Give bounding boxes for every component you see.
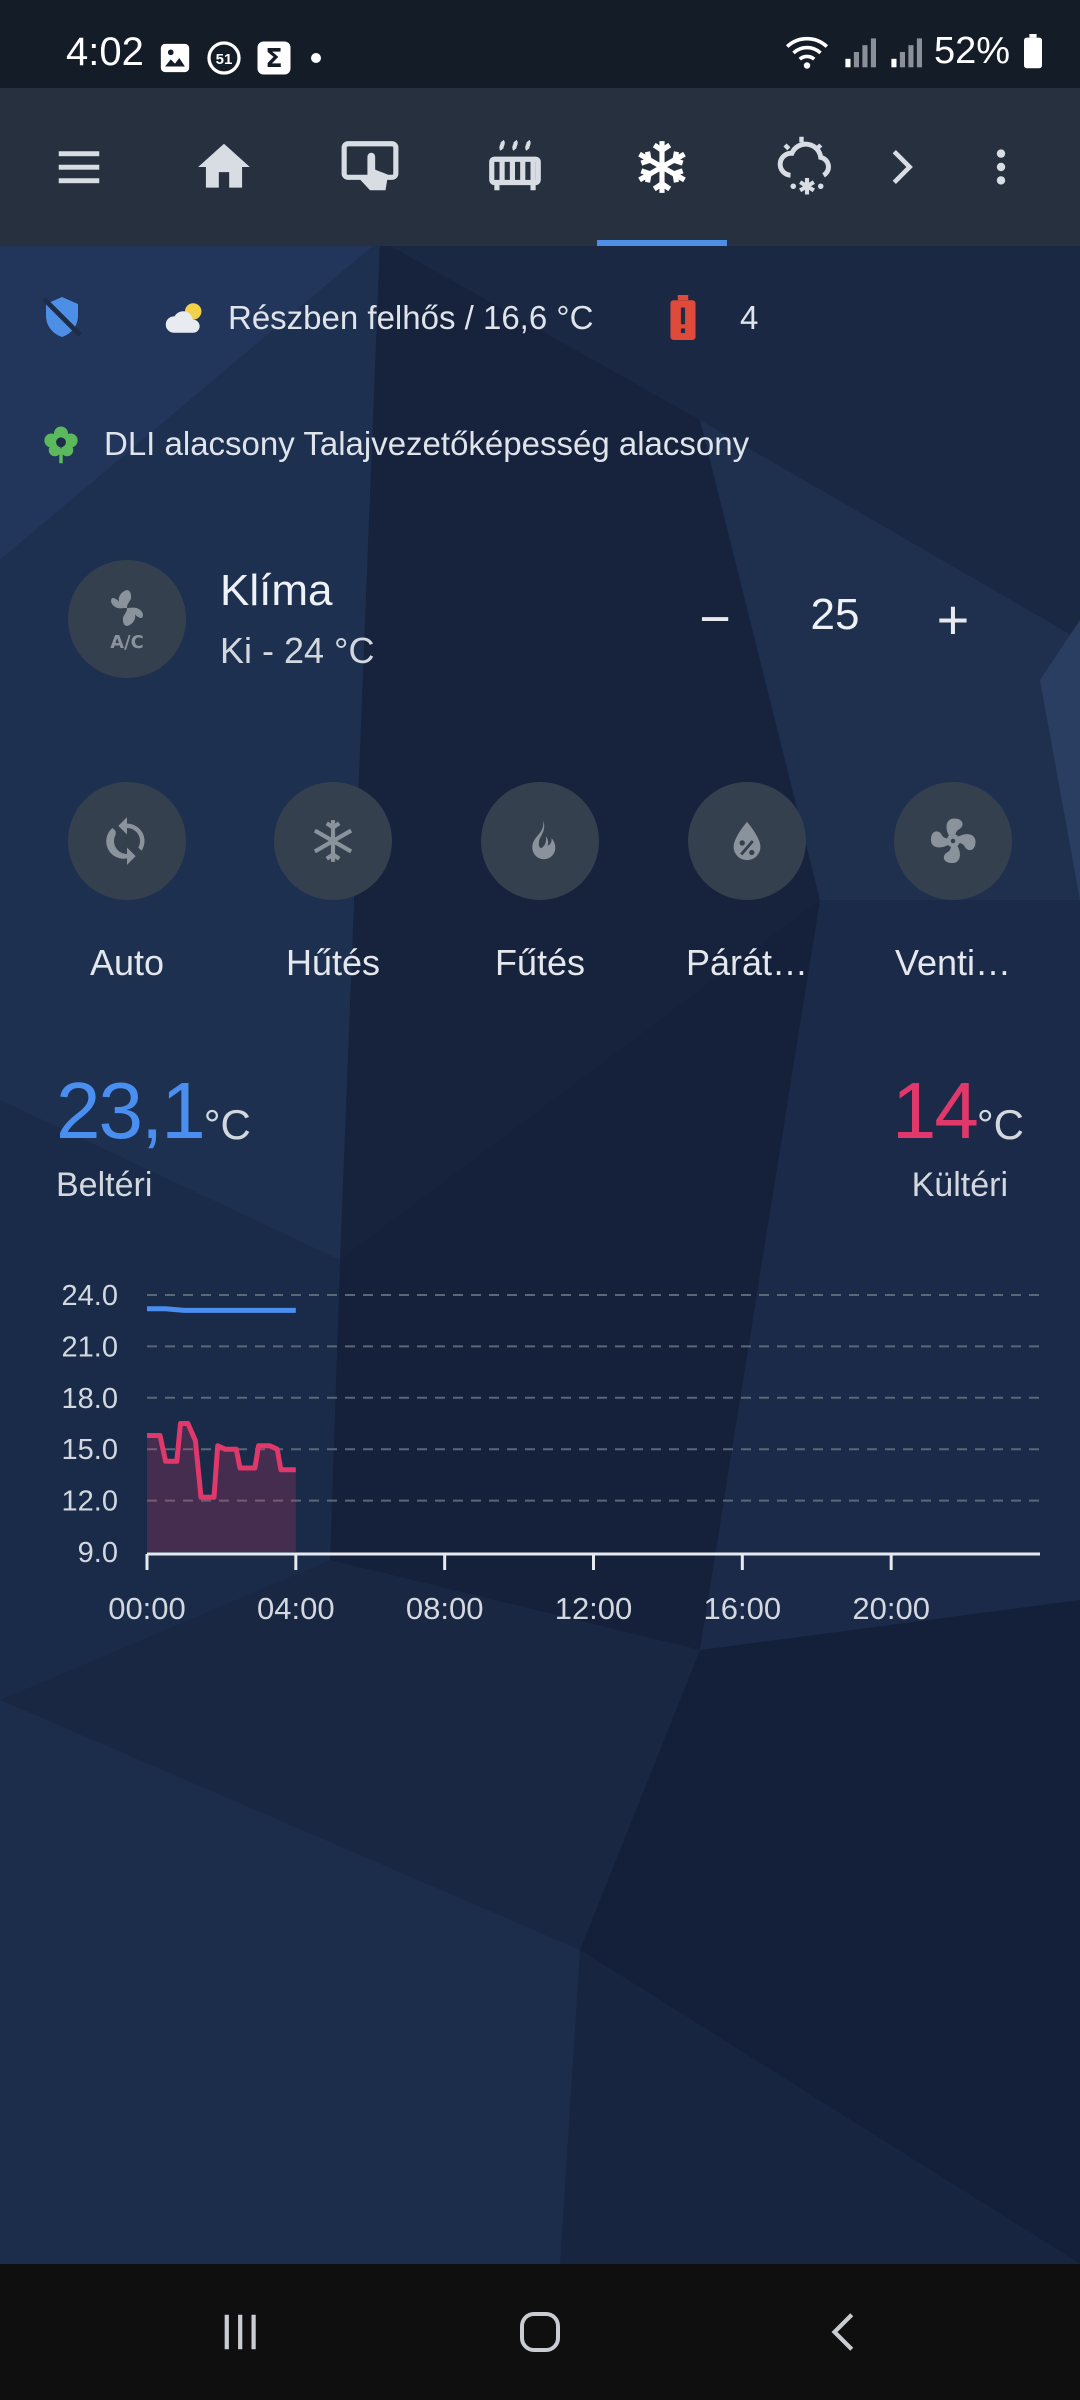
signal-1-icon <box>845 37 876 67</box>
mode-cool-button[interactable] <box>274 782 392 900</box>
more-vertical-icon <box>996 149 1006 185</box>
x-tick-label: 04:00 <box>257 1591 335 1626</box>
y-tick-label: 18.0 <box>62 1383 118 1415</box>
status-bar: 4:02 51 Σ 52% <box>0 0 1080 88</box>
tab-radiator[interactable] <box>450 88 580 246</box>
mode-heat-button[interactable] <box>481 782 599 900</box>
security-badge[interactable] <box>38 292 86 342</box>
x-tick-label: 12:00 <box>555 1591 633 1626</box>
weather-text: Részben felhős / 16,6 °C <box>228 299 594 336</box>
shield-off-icon <box>42 297 82 337</box>
top-navigation <box>0 88 1080 246</box>
mode-auto-button[interactable] <box>68 782 186 900</box>
flower-icon <box>44 426 78 464</box>
more-notifications-dot-icon <box>311 53 321 63</box>
outdoor-temperature-unit: °C <box>976 1101 1024 1148</box>
outdoor-temperature: 14 °C <box>892 1065 1024 1157</box>
tab-weather[interactable] <box>742 88 872 246</box>
home-square-icon <box>520 2312 560 2352</box>
indoor-label: Beltéri <box>56 1166 153 1204</box>
climate-entity-button[interactable]: A/C <box>68 560 186 678</box>
x-tick-label: 00:00 <box>108 1591 186 1626</box>
tabs-scroll-right-button[interactable] <box>856 88 946 246</box>
outdoor-label: Kültéri <box>911 1166 1008 1204</box>
mode-fan-button[interactable] <box>894 782 1012 900</box>
climate-status: Ki - 24 °C <box>220 630 375 671</box>
tab-touch-screen[interactable] <box>305 88 435 246</box>
indoor-temperature-value: 23,1 <box>56 1066 206 1155</box>
touch-screen-icon <box>341 141 399 191</box>
gallery-notification-icon <box>160 43 190 73</box>
counter-notification-icon: 51 <box>207 41 241 75</box>
autorenew-icon <box>106 817 145 865</box>
water-percent-icon <box>733 821 761 861</box>
increase-temperature-button[interactable]: + <box>936 587 970 651</box>
mode-heat-label: Fűtés <box>494 942 586 983</box>
svg-text:A/C: A/C <box>110 632 143 652</box>
tab-home[interactable] <box>159 88 289 246</box>
menu-button[interactable] <box>14 88 144 246</box>
svg-text:51: 51 <box>216 51 233 68</box>
weather-badge[interactable]: Részben felhős / 16,6 °C <box>162 292 593 344</box>
mode-fan-label: Venti… <box>894 942 1012 983</box>
snowflake-icon <box>313 820 353 862</box>
mode-dry-label: Párát… <box>685 942 809 983</box>
sigma-notification-icon: Σ <box>257 41 291 75</box>
back-nav-button[interactable] <box>806 2292 886 2372</box>
recent-apps-button[interactable] <box>200 2292 280 2372</box>
series-1-area <box>147 1423 296 1552</box>
mode-cool-label: Hűtés <box>285 942 381 983</box>
recent-apps-icon <box>224 2314 256 2350</box>
mode-dry-button[interactable] <box>688 782 806 900</box>
battery-percentage: 52% <box>933 30 1010 72</box>
home-nav-button[interactable] <box>500 2292 580 2372</box>
home-icon <box>198 143 250 188</box>
chevron-right-icon <box>892 150 913 184</box>
y-tick-label: 24.0 <box>62 1280 118 1312</box>
svg-text:Σ: Σ <box>265 44 282 74</box>
fire-icon <box>532 819 556 860</box>
decrease-temperature-button[interactable]: − <box>699 589 731 649</box>
plant-alert-text: DLI alacsony Talajvezetőképesség alacson… <box>104 425 750 462</box>
battery-icon <box>1024 33 1042 68</box>
status-time: 4:02 <box>66 30 144 74</box>
x-tick-label: 16:00 <box>704 1591 782 1626</box>
battery-alert-badge[interactable]: 4 <box>668 292 758 344</box>
outdoor-temperature-value: 14 <box>891 1066 979 1155</box>
wifi-icon <box>785 36 828 69</box>
indoor-temperature: 23,1 °C <box>56 1065 251 1157</box>
y-tick-label: 9.0 <box>78 1537 118 1569</box>
y-tick-label: 21.0 <box>62 1331 118 1363</box>
x-tick-label: 20:00 <box>852 1591 930 1626</box>
weather-snowy-icon <box>777 136 831 195</box>
overflow-menu-button[interactable] <box>956 88 1046 246</box>
climate-name: Klíma <box>220 566 333 615</box>
plant-alert-badge[interactable]: DLI alacsony Talajvezetőképesség alacson… <box>40 418 749 470</box>
radiator-icon <box>489 139 541 191</box>
system-navigation-bar <box>0 2264 1080 2400</box>
partly-cloudy-icon <box>165 303 202 333</box>
x-tick-label: 08:00 <box>406 1591 484 1626</box>
tab-climate[interactable] <box>597 88 727 246</box>
target-temperature: 25 <box>810 590 860 639</box>
air-conditioner-icon: A/C <box>110 590 144 652</box>
series-1-line <box>147 1421 296 1500</box>
mode-auto-label: Auto <box>89 942 165 983</box>
fan-icon <box>930 818 976 864</box>
y-tick-label: 15.0 <box>62 1434 118 1466</box>
snowflake-icon <box>638 141 686 193</box>
back-chevron-icon <box>831 2313 854 2351</box>
battery-alert-count: 4 <box>740 299 759 336</box>
temperature-history-chart[interactable]: 24.0 21.0 18.0 15.0 12.0 9.0 00:00 04:00 08:00 12… <box>0 1250 1080 1650</box>
indoor-temperature-unit: °C <box>203 1101 251 1148</box>
hamburger-menu-icon <box>58 151 100 184</box>
y-tick-label: 12.0 <box>62 1486 118 1518</box>
battery-alert-icon <box>670 295 696 340</box>
signal-2-icon <box>891 37 922 67</box>
series-0-line <box>147 1306 296 1313</box>
